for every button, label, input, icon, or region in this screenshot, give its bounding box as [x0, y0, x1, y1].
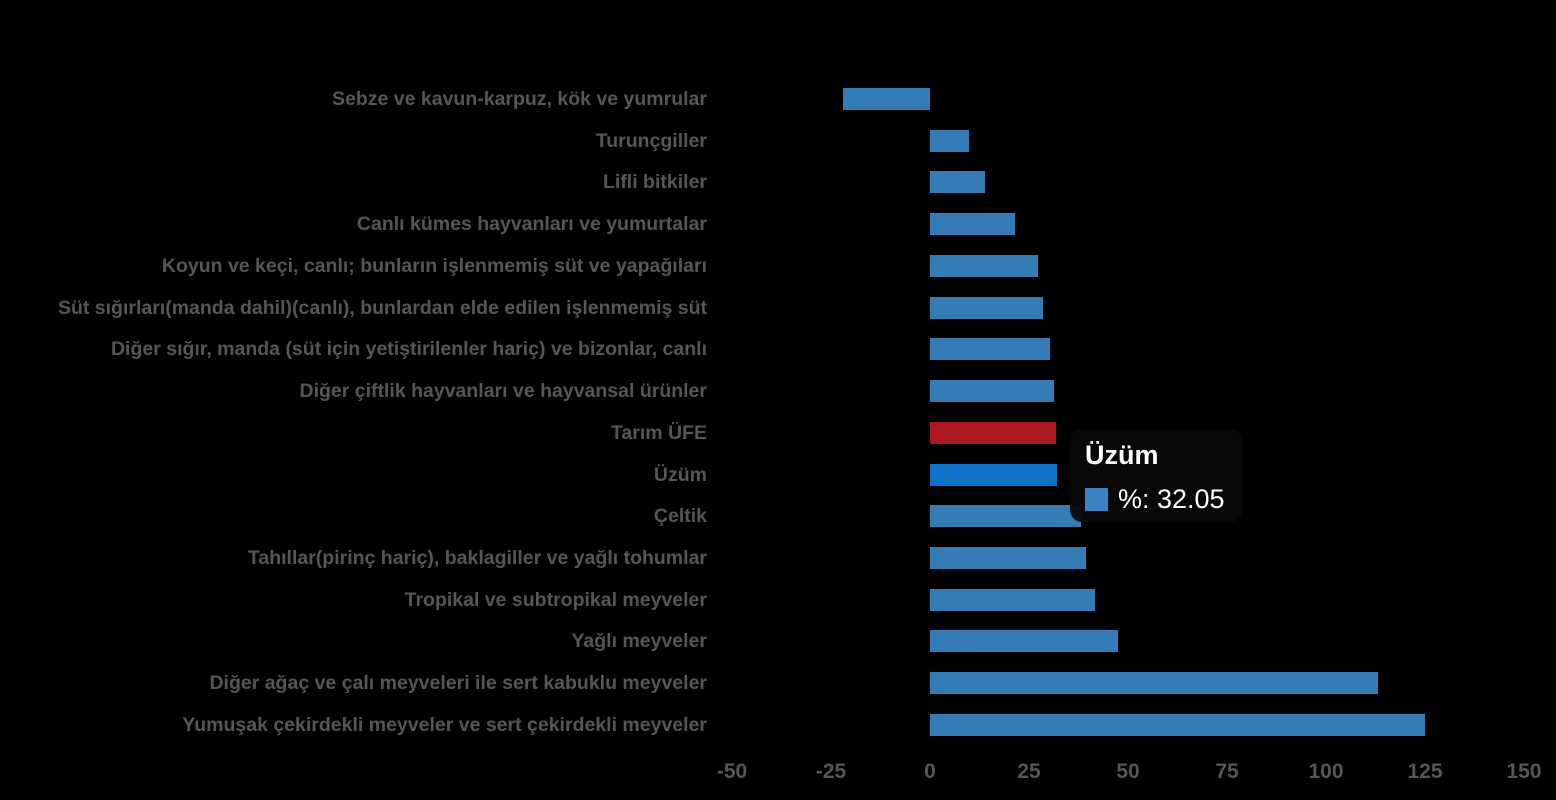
- chart-row: Tropikal ve subtropikal meyveler: [0, 579, 1556, 621]
- bar-segment[interactable]: [930, 338, 1050, 361]
- x-tick-label: 100: [1308, 760, 1344, 783]
- x-tick-label: 50: [1116, 760, 1140, 783]
- chart-row: Koyun ve keçi, canlı; bunların işlenmemi…: [0, 245, 1556, 287]
- series-marker-icon: [1085, 488, 1108, 511]
- category-label: Diğer çiftlik hayvanları ve hayvansal ür…: [299, 380, 707, 403]
- bar-segment[interactable]: [930, 505, 1081, 528]
- chart-row: Yağlı meyveler: [0, 620, 1556, 662]
- chart-row: Çeltik: [0, 495, 1556, 537]
- chart-row: Tahıllar(pirinç hariç), baklagiller ve y…: [0, 537, 1556, 579]
- x-tick-label: 75: [1215, 760, 1239, 783]
- chart-row: Yumuşak çekirdekli meyveler ve sert çeki…: [0, 704, 1556, 746]
- category-label: Üzüm: [653, 463, 707, 486]
- category-label: Süt sığırları(manda dahil)(canlı), bunla…: [57, 296, 707, 319]
- chart-row: Sebze ve kavun-karpuz, kök ve yumrular: [0, 78, 1556, 120]
- bar-segment[interactable]: [930, 672, 1379, 695]
- tooltip-value-row: %: 32.05: [1085, 484, 1242, 515]
- category-label: Turunçgiller: [595, 129, 707, 152]
- bar-segment[interactable]: [843, 88, 930, 110]
- category-label: Tahıllar(pirinç hariç), baklagiller ve y…: [247, 547, 707, 570]
- chart-row: Diğer çiftlik hayvanları ve hayvansal ür…: [0, 370, 1556, 412]
- bar-segment[interactable]: [930, 213, 1016, 236]
- x-tick-label: -50: [716, 760, 748, 783]
- chart-row: Diğer sığır, manda (süt için yetiştirile…: [0, 328, 1556, 370]
- chart-row: Turunçgiller: [0, 120, 1556, 162]
- chart-row: Diğer ağaç ve çalı meyveleri ile sert ka…: [0, 662, 1556, 704]
- chart-row: Canlı kümes hayvanları ve yumurtalar: [0, 203, 1556, 245]
- bar-segment[interactable]: [930, 254, 1039, 277]
- x-tick-label: 0: [924, 760, 936, 783]
- bar-segment[interactable]: [930, 129, 970, 152]
- chart-row: Lifli bitkiler: [0, 161, 1556, 203]
- chart-row: Üzüm: [0, 454, 1556, 496]
- category-label: Diğer ağaç ve çalı meyveleri ile sert ka…: [209, 672, 707, 695]
- category-label: Diğer sığır, manda (süt için yetiştirile…: [110, 338, 707, 361]
- bar-tarim-ufe[interactable]: [930, 421, 1056, 444]
- chart-row: Süt sığırları(manda dahil)(canlı), bunla…: [0, 287, 1556, 329]
- tooltip-value: %: 32.05: [1118, 484, 1225, 514]
- category-label: Yumuşak çekirdekli meyveler ve sert çeki…: [182, 713, 707, 736]
- bar-segment[interactable]: [930, 380, 1054, 403]
- category-label: Çeltik: [653, 505, 707, 528]
- x-tick-label: 125: [1407, 760, 1443, 783]
- category-label: Koyun ve keçi, canlı; bunların işlenmemi…: [161, 254, 707, 277]
- x-tick-label: -25: [815, 760, 847, 783]
- category-label: Sebze ve kavun-karpuz, kök ve yumrular: [332, 88, 707, 110]
- category-label: Canlı kümes hayvanları ve yumurtalar: [356, 213, 707, 236]
- category-label: Lifli bitkiler: [602, 171, 707, 194]
- bar-segment[interactable]: [930, 547, 1087, 570]
- bar-segment[interactable]: [930, 463, 1057, 486]
- bar-segment[interactable]: [930, 630, 1119, 653]
- category-label: Tropikal ve subtropikal meyveler: [404, 588, 707, 611]
- category-label: Yağlı meyveler: [571, 630, 707, 653]
- x-tick-label: 150: [1506, 760, 1542, 783]
- category-label: Tarım ÜFE: [610, 421, 707, 444]
- chart-row: Tarım ÜFE: [0, 412, 1556, 454]
- bar-segment[interactable]: [930, 296, 1043, 319]
- tooltip-title: Üzüm: [1085, 440, 1159, 470]
- tooltip: Üzüm %: 32.05: [1070, 429, 1242, 522]
- x-tick-label: 25: [1017, 760, 1041, 783]
- bar-segment[interactable]: [930, 588, 1096, 611]
- bar-segment[interactable]: [930, 171, 986, 194]
- bar-segment[interactable]: [930, 713, 1425, 736]
